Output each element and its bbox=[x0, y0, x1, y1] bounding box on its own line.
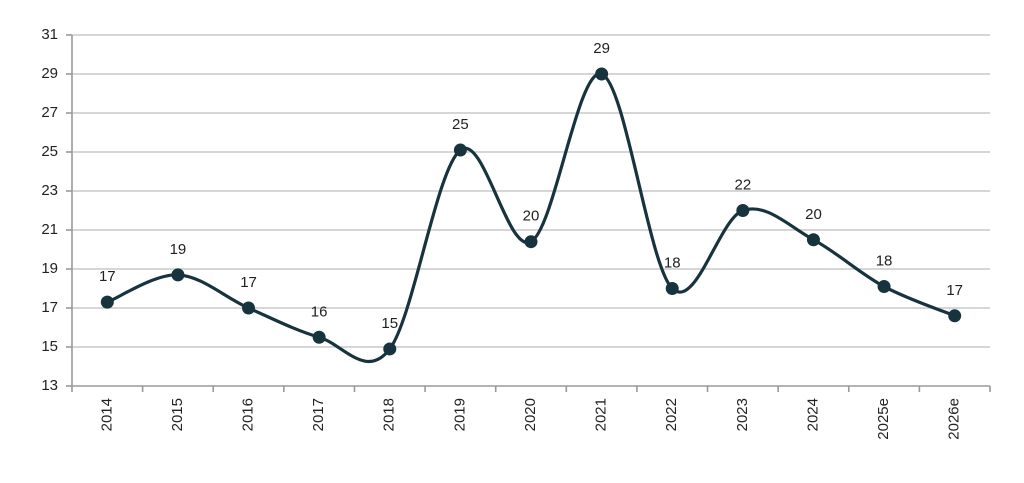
data-label-2016: 17 bbox=[240, 274, 257, 291]
x-tick-label-2018: 2018 bbox=[381, 398, 398, 431]
x-axis-ticks: 2014 2015 2016 2017 2018 2019 2020 2021 2022 2023… bbox=[98, 398, 962, 440]
axes bbox=[66, 34, 991, 392]
data-label-2025e: 18 bbox=[876, 253, 893, 270]
y-tick-label-29: 29 bbox=[41, 65, 58, 82]
y-tick-label-21: 21 bbox=[41, 221, 58, 238]
data-point-2015 bbox=[171, 268, 185, 282]
data-label-2014: 17 bbox=[99, 268, 116, 285]
data-point-2017 bbox=[312, 330, 326, 344]
data-point-2021 bbox=[595, 67, 609, 81]
data-point-2023 bbox=[736, 204, 750, 217]
data-label-2017: 16 bbox=[311, 303, 328, 320]
data-point-2018 bbox=[383, 342, 397, 356]
data-point-2022 bbox=[665, 282, 679, 295]
data-point-2026e bbox=[948, 309, 962, 323]
data-labels: 17 19 17 16 15 25 20 29 18 22 20 18 17 bbox=[99, 40, 963, 332]
y-tick-label-17: 17 bbox=[41, 299, 58, 316]
y-tick-label-31: 31 bbox=[41, 26, 58, 43]
data-label-2026e: 17 bbox=[946, 282, 963, 299]
x-tick-label-2020: 2020 bbox=[522, 398, 539, 431]
data-point-2019 bbox=[453, 143, 467, 157]
x-tick-label-2024: 2024 bbox=[804, 398, 821, 431]
y-tick-label-19: 19 bbox=[41, 260, 58, 277]
y-tick-label-15: 15 bbox=[41, 338, 58, 355]
x-tick-label-2014: 2014 bbox=[98, 398, 115, 431]
x-tick-label-2022: 2022 bbox=[663, 398, 680, 431]
y-tick-label-25: 25 bbox=[41, 143, 58, 160]
x-tick-label-2025e: 2025e bbox=[875, 398, 892, 440]
y-axis-ticks: 13 15 17 19 21 23 25 27 29 31 bbox=[41, 26, 58, 394]
gridlines bbox=[72, 34, 990, 348]
x-tick-label-2026e: 2026e bbox=[946, 398, 963, 440]
data-label-2021: 29 bbox=[593, 40, 610, 57]
data-point-2016 bbox=[242, 301, 256, 315]
data-label-2018: 15 bbox=[381, 315, 398, 332]
data-point-2025e bbox=[877, 280, 891, 294]
data-label-2024: 20 bbox=[805, 206, 822, 223]
data-label-2022: 18 bbox=[664, 255, 681, 272]
y-tick-label-13: 13 bbox=[41, 377, 58, 394]
x-tick-label-2023: 2023 bbox=[734, 398, 751, 431]
data-point-2020 bbox=[524, 235, 538, 249]
y-tick-label-23: 23 bbox=[41, 182, 58, 199]
data-label-2020: 20 bbox=[523, 208, 540, 225]
x-tick-label-2016: 2016 bbox=[240, 398, 257, 431]
data-label-2015: 19 bbox=[170, 241, 187, 258]
data-label-2023: 22 bbox=[735, 177, 752, 194]
data-point-2014 bbox=[100, 295, 114, 309]
series bbox=[100, 67, 962, 364]
series-line-0 bbox=[105, 72, 957, 364]
data-label-2019: 25 bbox=[452, 116, 469, 133]
data-point-2024 bbox=[806, 233, 820, 247]
x-tick-label-2021: 2021 bbox=[593, 398, 610, 431]
x-tick-label-2017: 2017 bbox=[310, 398, 327, 431]
x-tick-label-2019: 2019 bbox=[451, 398, 468, 431]
x-tick-label-2015: 2015 bbox=[169, 398, 186, 431]
y-tick-label-27: 27 bbox=[41, 104, 58, 121]
